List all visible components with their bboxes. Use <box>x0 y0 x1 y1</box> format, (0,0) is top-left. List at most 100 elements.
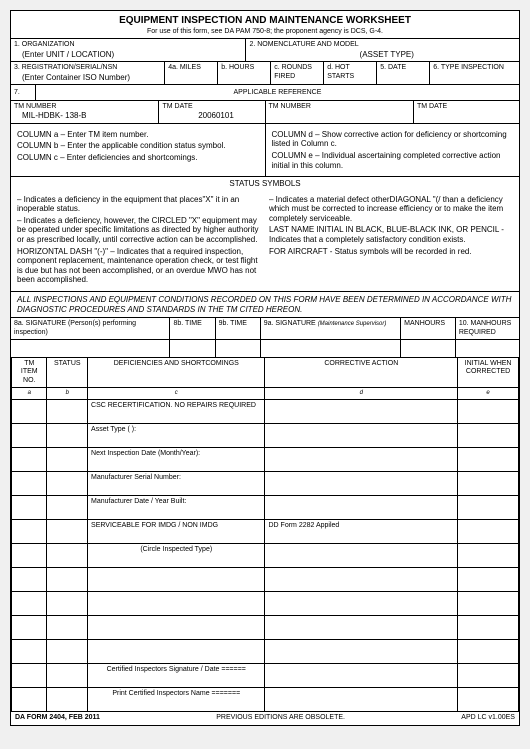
footer: DA FORM 2404, FEB 2011 PREVIOUS EDITIONS… <box>11 712 519 724</box>
form-subtitle: For use of this form, see DA PAM 750-8; … <box>11 28 519 38</box>
table-cell <box>265 664 458 688</box>
th-d: d <box>265 388 458 400</box>
table-cell <box>458 472 519 496</box>
table-cell <box>47 592 88 616</box>
th-status: STATUS <box>47 358 88 388</box>
sym-3: HORIZONTAL DASH "(-)" – Indicates that a… <box>17 247 261 285</box>
table-row: Manufacturer Serial Number: <box>12 472 519 496</box>
table-row: (Circle Inspected Type) <box>12 544 519 568</box>
sig-9b: 9b. TIME <box>216 318 261 339</box>
table-cell <box>88 592 265 616</box>
sym-2: – Indicates a deficiency, however, the C… <box>17 216 261 245</box>
table-cell <box>458 400 519 424</box>
table-cell <box>12 664 47 688</box>
sym-1: – Indicates a deficiency in the equipmen… <box>17 195 261 214</box>
table-cell: Manufacturer Serial Number: <box>88 472 265 496</box>
th-a: a <box>12 388 47 400</box>
table-cell <box>458 592 519 616</box>
signature-row: 8a. SIGNATURE (Person(s) performing insp… <box>11 317 519 339</box>
table-cell <box>12 472 47 496</box>
tm-date-label: TM DATE <box>162 103 192 110</box>
sig-8b: 8b. TIME <box>170 318 215 339</box>
notice: ALL INSPECTIONS AND EQUIPMENT CONDITIONS… <box>11 291 519 317</box>
row-org-nom: 1. ORGANIZATION (Enter UNIT / LOCATION) … <box>11 38 519 61</box>
table-row: Manufacturer Date / Year Built: <box>12 496 519 520</box>
row-tm: TM NUMBER MIL-HDBK- 138-B TM DATE 200601… <box>11 100 519 123</box>
tm-num-val: MIL-HDBK- 138-B <box>14 111 155 121</box>
th-tm: TM ITEM NO. <box>12 358 47 388</box>
tm-date2-label: TM DATE <box>417 103 516 111</box>
org-value: (Enter UNIT / LOCATION) <box>14 50 242 60</box>
table-cell <box>12 496 47 520</box>
col-d-def: COLUMN d – Show corrective action for de… <box>272 130 514 149</box>
table-row: Asset Type ( ): <box>12 424 519 448</box>
table-cell <box>47 664 88 688</box>
seven: 7. <box>14 89 20 96</box>
table-cell <box>88 568 265 592</box>
table-cell <box>265 688 458 712</box>
table-cell <box>47 688 88 712</box>
table-cell: Certified Inspectors Signature / Date ==… <box>88 664 265 688</box>
sym-4: – Indicates a material defect otherDIAGO… <box>269 195 513 224</box>
rounds-label: c. ROUNDS FIRED <box>274 64 320 81</box>
table-cell <box>458 496 519 520</box>
table-cell: Asset Type ( ): <box>88 424 265 448</box>
table-cell <box>265 448 458 472</box>
table-cell <box>47 616 88 640</box>
sym-5: LAST NAME INITIAL IN BLACK, BLUE-BLACK I… <box>269 225 513 244</box>
table-cell <box>12 520 47 544</box>
sym-6: FOR AIRCRAFT - Status symbols will be re… <box>269 247 513 257</box>
table-cell <box>88 616 265 640</box>
table-row <box>12 640 519 664</box>
form-title: EQUIPMENT INSPECTION AND MAINTENANCE WOR… <box>11 11 519 28</box>
table-cell: CSC RECERTIFICATION. NO REPAIRS REQUIRED <box>88 400 265 424</box>
table-cell <box>12 640 47 664</box>
table-cell <box>265 616 458 640</box>
table-cell <box>12 424 47 448</box>
table-row <box>12 568 519 592</box>
table-cell <box>12 448 47 472</box>
table-cell <box>265 544 458 568</box>
table-cell <box>47 472 88 496</box>
row-appref: 7. APPLICABLE REFERENCE <box>11 84 519 99</box>
th-c: c <box>88 388 265 400</box>
table-cell <box>265 568 458 592</box>
table-cell: (Circle Inspected Type) <box>88 544 265 568</box>
table-cell <box>458 424 519 448</box>
sig-10: 10. MANHOURS REQUIRED <box>456 318 519 339</box>
table-cell <box>458 448 519 472</box>
reg-value: (Enter Container ISO Number) <box>14 73 161 83</box>
nom-label: 2. NOMENCLATURE AND MODEL <box>249 41 516 49</box>
status-symbols-title: STATUS SYMBOLS <box>11 176 519 191</box>
sig-9a-sub: (Maintenance Supervisor) <box>318 321 387 327</box>
table-cell <box>47 544 88 568</box>
table-row: Next Inspection Date (Month/Year): <box>12 448 519 472</box>
table-cell <box>458 640 519 664</box>
table-cell <box>12 592 47 616</box>
table-cell <box>47 568 88 592</box>
date-label: 5. DATE <box>380 64 426 72</box>
table-cell: DD Form 2282 Appiled <box>265 520 458 544</box>
table-row: Certified Inspectors Signature / Date ==… <box>12 664 519 688</box>
th-corr: CORRECTIVE ACTION <box>265 358 458 388</box>
sig-9a: 9a. SIGNATURE <box>264 320 316 327</box>
th-e: e <box>458 388 519 400</box>
footer-right: APD LC v1.00ES <box>461 714 515 722</box>
th-init: INITIAL WHEN CORRECTED <box>458 358 519 388</box>
table-cell <box>12 616 47 640</box>
reg-label: 3. REGISTRATION/SERIAL/NSN <box>14 64 161 72</box>
table-cell <box>12 688 47 712</box>
org-label: 1. ORGANIZATION <box>14 41 242 49</box>
th-b: b <box>47 388 88 400</box>
col-a-def: COLUMN a – Enter TM item number. <box>17 130 259 140</box>
form-page: EQUIPMENT INSPECTION AND MAINTENANCE WOR… <box>10 10 520 726</box>
col-b-def: COLUMN b – Enter the applicable conditio… <box>17 141 259 151</box>
row-reg: 3. REGISTRATION/SERIAL/NSN (Enter Contai… <box>11 61 519 84</box>
footer-left: DA FORM 2404, FEB 2011 <box>15 714 100 722</box>
column-defs: COLUMN a – Enter TM item number. COLUMN … <box>11 123 519 176</box>
type-label: 6. TYPE INSPECTION <box>433 64 516 72</box>
table-cell: Next Inspection Date (Month/Year): <box>88 448 265 472</box>
th-def: DEFICIENCIES AND SHORTCOMINGS <box>88 358 265 388</box>
table-cell <box>265 400 458 424</box>
table-cell <box>47 496 88 520</box>
